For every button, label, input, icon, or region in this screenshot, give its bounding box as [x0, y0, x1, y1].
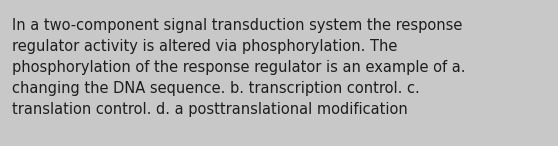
Text: In a two-component signal transduction system the response
regulator activity is: In a two-component signal transduction s… — [12, 18, 466, 117]
